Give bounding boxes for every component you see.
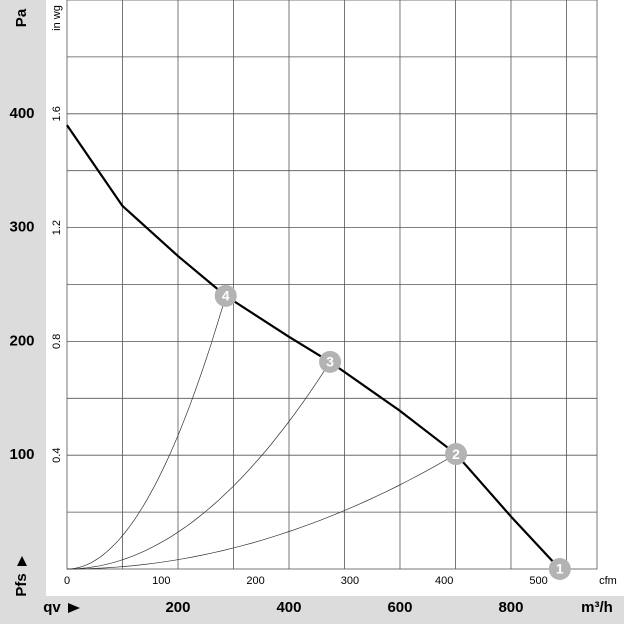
- point-label: 3: [326, 354, 334, 370]
- y2-tick-label: 1.6: [51, 106, 63, 121]
- bottom-band: [0, 596, 624, 624]
- operating-point: [548, 558, 571, 580]
- y2-tick-label: 0.8: [51, 334, 63, 349]
- y-tick-label: 200: [9, 332, 34, 349]
- y2-tick-label: 0.4: [51, 448, 63, 463]
- y-unit: Pa: [13, 8, 30, 27]
- point-label: 2: [452, 446, 460, 462]
- x2-tick-label: 100: [152, 575, 170, 587]
- y-arrow: [17, 556, 27, 566]
- x2-tick-label: 300: [341, 575, 359, 587]
- left-band: [0, 0, 46, 624]
- x-tick-label: 800: [498, 599, 523, 616]
- y2-tick-label: 1.2: [51, 220, 63, 235]
- point-label: 1: [556, 561, 564, 577]
- x2-tick-label: 400: [435, 575, 453, 587]
- x2-tick-label: 200: [246, 575, 264, 587]
- y-tick-label: 100: [9, 446, 34, 463]
- system-curve: [66, 453, 457, 570]
- y-tick-label: 300: [9, 219, 34, 236]
- x-tick-label: 400: [276, 599, 301, 616]
- x-tick-label: 200: [165, 599, 190, 616]
- x-unit: m³/h: [581, 599, 613, 616]
- y2-unit: in wg: [51, 5, 63, 31]
- system-curve: [66, 361, 331, 570]
- x2-unit: cfm: [599, 575, 617, 587]
- x-symbol: qv: [43, 599, 61, 616]
- x-arrow: [68, 603, 80, 613]
- system-curve: [66, 295, 227, 570]
- x2-tick-label: 0: [64, 575, 70, 587]
- x2-tick-label: 500: [529, 575, 547, 587]
- y-symbol: Pfs: [13, 573, 30, 596]
- operating-point: [445, 443, 468, 466]
- y-tick-label: 400: [9, 105, 34, 122]
- operating-point: [319, 350, 342, 373]
- x-tick-label: 600: [387, 599, 412, 616]
- point-label: 4: [222, 288, 230, 304]
- fan-curve: [66, 124, 561, 570]
- operating-point: [214, 284, 237, 307]
